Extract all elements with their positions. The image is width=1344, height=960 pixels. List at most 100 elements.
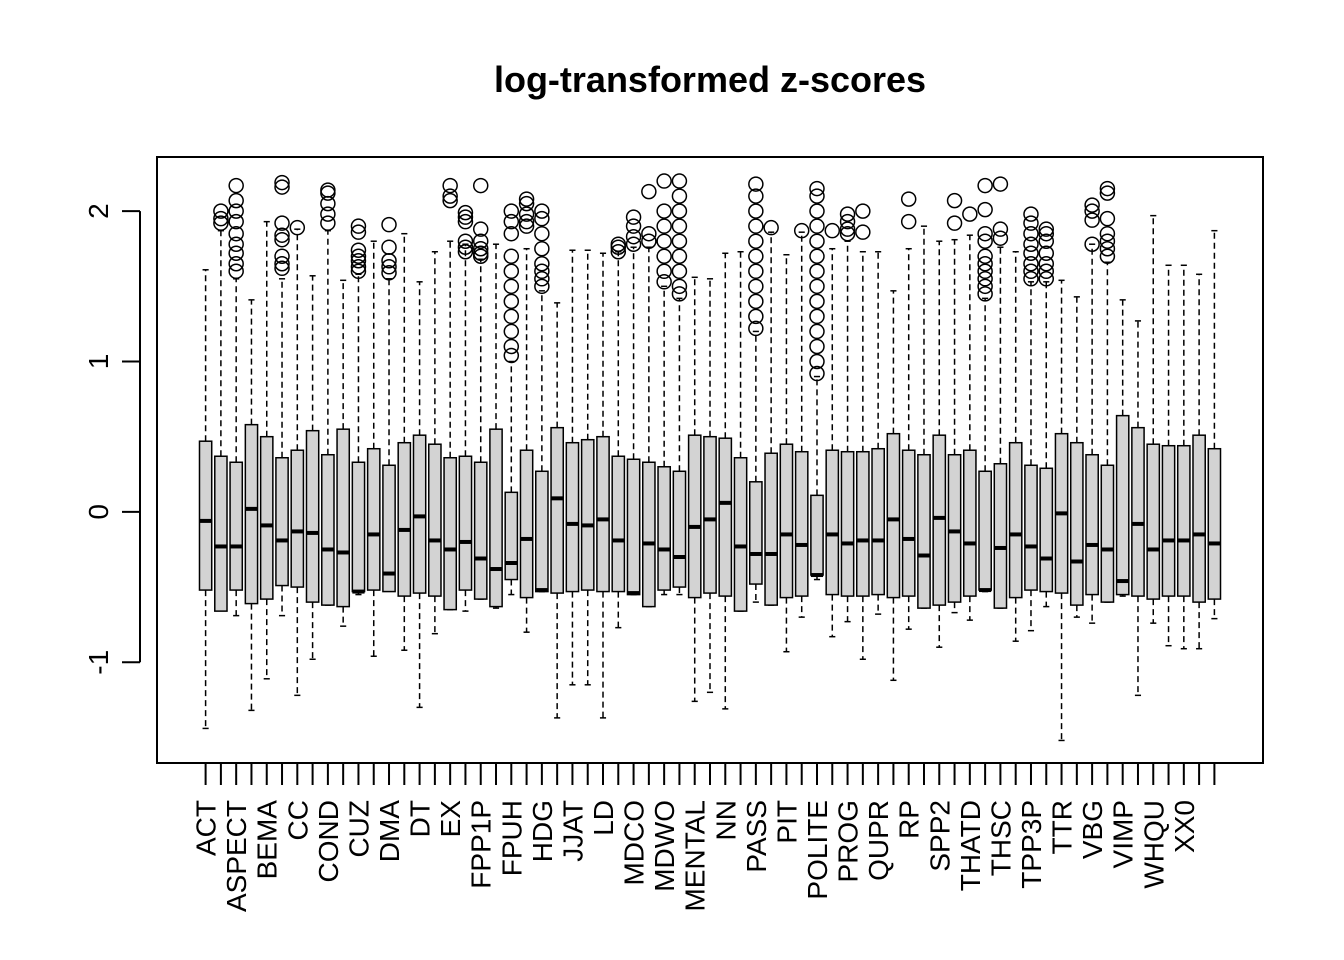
outlier xyxy=(320,215,336,231)
outlier xyxy=(534,210,550,227)
outlier xyxy=(671,233,688,249)
x-tick-label: EX xyxy=(435,800,466,838)
outlier xyxy=(350,218,367,234)
outlier xyxy=(442,192,458,209)
outlier xyxy=(1084,236,1100,252)
outlier xyxy=(748,203,764,219)
outlier xyxy=(228,213,244,230)
outlier xyxy=(625,218,642,234)
outlier xyxy=(1084,203,1100,219)
box xyxy=(886,432,901,599)
outlier xyxy=(320,185,336,201)
x-tick-label: ASPECT xyxy=(221,800,252,912)
outlier xyxy=(213,215,229,231)
outlier xyxy=(213,203,229,219)
outlier xyxy=(748,293,764,310)
box xyxy=(1146,443,1161,600)
box xyxy=(641,461,656,608)
outlier xyxy=(855,203,871,219)
outlier xyxy=(748,176,764,192)
outlier xyxy=(472,248,489,264)
box xyxy=(901,449,916,597)
outlier xyxy=(977,263,993,280)
outlier xyxy=(457,233,474,249)
outlier xyxy=(839,225,856,242)
outlier xyxy=(641,233,657,249)
outlier xyxy=(809,293,825,310)
outlier xyxy=(625,236,642,252)
outlier xyxy=(1038,245,1055,261)
x-tick-label: THATD xyxy=(955,800,986,891)
outlier xyxy=(1099,185,1116,201)
outlier xyxy=(610,239,627,255)
outlier xyxy=(320,206,336,222)
outlier xyxy=(228,256,244,272)
box xyxy=(596,435,610,593)
outlier xyxy=(1099,210,1116,227)
outlier xyxy=(977,248,993,264)
outlier xyxy=(213,210,229,227)
outlier xyxy=(1038,225,1055,242)
outlier xyxy=(320,182,336,198)
box xyxy=(687,434,702,599)
outlier xyxy=(625,228,642,245)
box xyxy=(932,434,947,606)
box xyxy=(657,466,672,591)
outlier xyxy=(809,323,825,340)
outlier xyxy=(656,248,672,264)
box xyxy=(1085,453,1099,596)
outlier xyxy=(518,195,535,212)
outlier xyxy=(274,248,290,264)
outlier xyxy=(610,243,627,260)
outlier xyxy=(977,225,993,242)
outlier xyxy=(381,239,397,255)
box xyxy=(259,435,274,600)
outlier xyxy=(274,231,290,248)
box xyxy=(565,441,580,593)
outlier xyxy=(900,213,917,230)
box xyxy=(504,491,519,581)
outlier xyxy=(457,213,474,230)
outlier xyxy=(793,222,810,239)
outlier xyxy=(228,263,244,280)
outlier xyxy=(641,225,657,242)
x-tick-label: MDCO xyxy=(619,800,650,886)
box xyxy=(351,461,366,593)
box xyxy=(764,452,779,606)
box xyxy=(611,455,626,593)
outlier xyxy=(977,278,993,295)
y-tick-label: 0 xyxy=(83,504,114,520)
outlier xyxy=(503,293,520,310)
box xyxy=(198,440,213,591)
outlier xyxy=(992,221,1009,237)
outlier xyxy=(1084,197,1100,213)
box xyxy=(443,456,458,611)
outlier xyxy=(977,286,993,302)
box xyxy=(748,481,763,585)
x-tick-label: XX0 xyxy=(1169,800,1200,853)
box xyxy=(703,435,717,594)
outlier xyxy=(442,177,458,194)
outlier xyxy=(1023,256,1039,272)
outlier xyxy=(1099,233,1116,249)
box xyxy=(779,443,794,599)
outlier xyxy=(748,218,764,234)
outlier xyxy=(671,263,688,280)
outlier xyxy=(1099,248,1116,264)
outlier xyxy=(748,233,764,249)
outlier xyxy=(1038,263,1055,280)
outlier xyxy=(900,191,917,207)
outlier xyxy=(518,213,535,230)
outlier xyxy=(1038,256,1055,272)
outlier xyxy=(641,183,657,200)
box xyxy=(519,449,534,599)
outlier xyxy=(855,224,871,240)
outlier xyxy=(1038,221,1055,237)
x-tick-label: FPUH xyxy=(496,800,527,876)
x-tick-label: BEMA xyxy=(252,800,283,880)
outlier xyxy=(809,308,825,325)
box xyxy=(412,434,427,594)
box xyxy=(1161,444,1176,597)
outlier xyxy=(534,225,550,242)
box xyxy=(1024,464,1038,591)
